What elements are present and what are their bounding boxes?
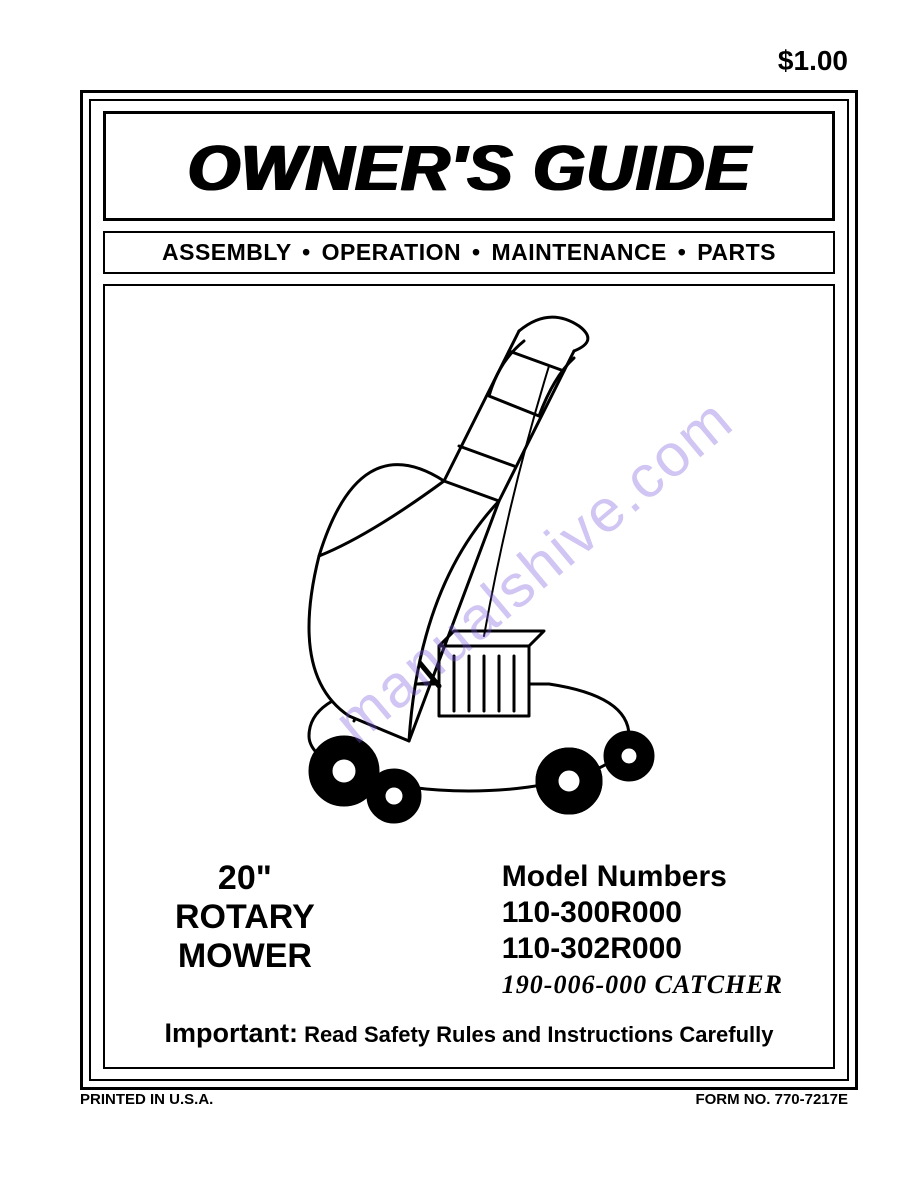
product-description: 20" ROTARY MOWER [175,859,315,976]
mower-illustration [209,296,729,836]
important-notice: Important: Read Safety Rules and Instruc… [125,1018,813,1049]
model-2: 110-302R000 [502,931,783,967]
product-size: 20" [175,859,315,898]
footer-left: PRINTED IN U.S.A. [80,1091,213,1108]
title-box: OWNER'S GUIDE [103,111,835,221]
product-line2: ROTARY [175,898,315,937]
subtitle-box: ASSEMBLY • OPERATION • MAINTENANCE • PAR… [103,231,835,274]
model-1: 110-300R000 [502,895,783,931]
model-numbers: Model Numbers 110-300R000 110-302R000 19… [502,859,783,1000]
models-heading: Model Numbers [502,859,783,895]
product-line3: MOWER [175,937,315,976]
footer-right: FORM NO. 770-7217E [695,1091,848,1108]
important-text: Read Safety Rules and Instructions Caref… [304,1022,773,1047]
document-title: OWNER'S GUIDE [96,136,842,200]
bottom-content: 20" ROTARY MOWER Model Numbers 110-300R0… [125,859,813,1049]
outer-frame: OWNER'S GUIDE ASSEMBLY • OPERATION • MAI… [80,90,858,1090]
main-content-box: manualshive.com 20" ROTARY MOWER Model N… [103,284,835,1069]
page-footer: PRINTED IN U.S.A. FORM NO. 770-7217E [80,1091,848,1108]
model-handwritten: 190-006-000 CATCHER [502,969,783,1000]
document-page: $1.00 OWNER'S GUIDE ASSEMBLY • OPERATION… [0,0,918,1188]
product-model-row: 20" ROTARY MOWER Model Numbers 110-300R0… [125,859,813,1018]
inner-frame: OWNER'S GUIDE ASSEMBLY • OPERATION • MAI… [89,99,849,1081]
important-lead: Important: [164,1018,297,1048]
price-label: $1.00 [778,45,848,77]
document-subtitle: ASSEMBLY • OPERATION • MAINTENANCE • PAR… [109,239,829,266]
